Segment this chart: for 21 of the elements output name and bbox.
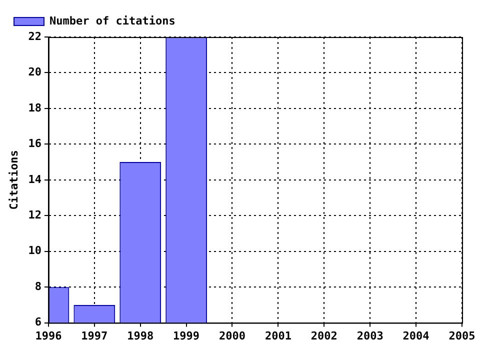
x-tick-label: 2001 xyxy=(264,329,292,342)
y-tick-label: 12 xyxy=(28,208,42,222)
y-tick-label: 8 xyxy=(34,280,42,293)
x-tick-label: 1997 xyxy=(81,329,108,342)
x-tick-label: 2005 xyxy=(448,329,476,342)
y-tick-label: 16 xyxy=(28,137,42,150)
legend-label: Number of citations xyxy=(50,14,176,28)
y-tick-label: 6 xyxy=(34,316,42,329)
x-tick-label: 1996 xyxy=(35,329,62,342)
x-tick-label: 1998 xyxy=(127,329,154,342)
x-tick-label: 1999 xyxy=(173,329,200,342)
x-tick-label: 2003 xyxy=(356,329,384,342)
y-tick-label: 18 xyxy=(28,101,42,114)
x-tick-label: 2000 xyxy=(218,329,246,342)
x-tick-label: 2002 xyxy=(310,329,338,342)
y-axis-title: Citations xyxy=(7,150,20,210)
y-tick-label: 20 xyxy=(28,66,42,79)
y-tick-label: 22 xyxy=(28,30,42,43)
y-tick-label: 14 xyxy=(28,172,42,186)
x-tick-label: 2004 xyxy=(402,329,430,342)
y-tick-label: 10 xyxy=(28,244,42,258)
